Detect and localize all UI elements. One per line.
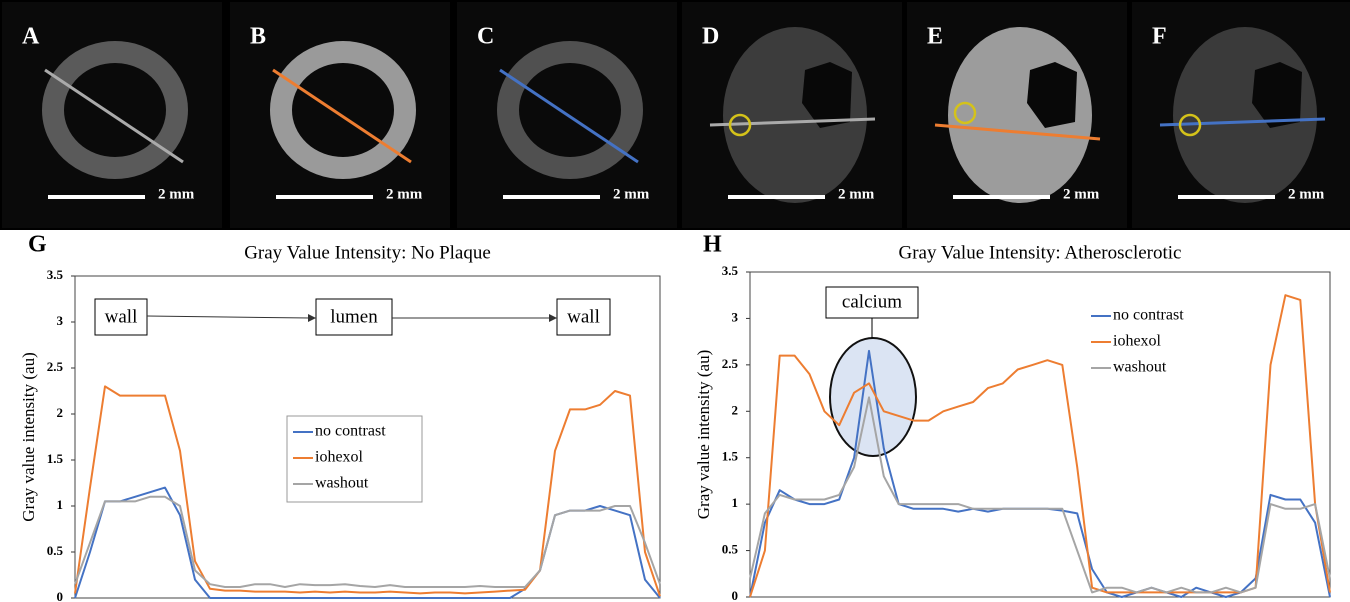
- arrow: [146, 315, 311, 319]
- panel-label: A: [22, 24, 40, 50]
- y-tick-label: 1: [57, 497, 64, 512]
- scale-label: 2 mm: [1288, 186, 1325, 202]
- legend-label: washout: [1113, 359, 1167, 376]
- legend-label: washout: [315, 475, 369, 492]
- y-tick-label: 2.5: [47, 359, 64, 374]
- y-tick-label: 0.5: [47, 543, 64, 558]
- panel-label: B: [250, 24, 266, 50]
- lumen: [802, 62, 852, 128]
- y-tick-label: 3.5: [47, 267, 64, 282]
- arrowhead: [308, 314, 316, 322]
- y-axis-label: Gray value intensity (au): [19, 352, 38, 521]
- y-tick-label: 1.5: [722, 449, 739, 464]
- panel-label: C: [477, 24, 494, 50]
- legend-label: no contrast: [315, 423, 386, 440]
- calcium-region: [829, 337, 917, 457]
- y-tick-label: 2: [57, 405, 64, 420]
- scale-label: 2 mm: [1063, 186, 1100, 202]
- y-tick-label: 1: [732, 495, 739, 510]
- annotation: calcium: [842, 291, 902, 312]
- y-tick-label: 0: [732, 588, 739, 602]
- annotation-box: [315, 298, 393, 336]
- annotation: wall: [567, 306, 600, 327]
- plaque-marker: [728, 113, 752, 137]
- chart-label: G: [28, 232, 47, 258]
- profile-line: [709, 117, 876, 127]
- annotation: lumen: [330, 306, 378, 327]
- chart-title: Gray Value Intensity: Atherosclerotic: [899, 242, 1182, 263]
- lumen: [1027, 62, 1077, 128]
- profile-line: [44, 68, 184, 164]
- annotation-box: [825, 286, 919, 319]
- annotation-box: [556, 298, 611, 336]
- panel-label: E: [927, 24, 943, 50]
- annotation: wall: [105, 306, 138, 327]
- y-tick-label: 0.5: [722, 542, 739, 557]
- y-tick-label: 3.5: [722, 263, 739, 278]
- chart-label: H: [703, 232, 722, 258]
- profile-line: [1159, 117, 1326, 127]
- scale-label: 2 mm: [158, 186, 195, 202]
- y-tick-label: 2: [732, 402, 739, 417]
- series-line: [74, 486, 661, 599]
- legend-label: iohexol: [315, 449, 364, 466]
- profile-line: [934, 123, 1101, 141]
- scale-label: 2 mm: [838, 186, 875, 202]
- chart-title: Gray Value Intensity: No Plaque: [244, 242, 491, 263]
- plaque-marker: [1178, 113, 1202, 137]
- vessel-wall: [497, 41, 643, 179]
- y-tick-label: 1.5: [47, 451, 64, 466]
- vessel-wall: [270, 41, 416, 179]
- series-line: [749, 396, 1331, 594]
- y-tick-label: 0: [57, 589, 64, 602]
- series-line: [74, 495, 661, 588]
- panel-label: F: [1152, 24, 1167, 50]
- series-line: [749, 294, 1331, 598]
- scale-label: 2 mm: [386, 186, 423, 202]
- y-tick-label: 3: [57, 313, 64, 328]
- lumen: [1252, 62, 1302, 128]
- profile-line: [499, 68, 639, 164]
- y-tick-label: 2.5: [722, 356, 739, 371]
- arrowhead: [549, 314, 557, 322]
- profile-line: [272, 68, 412, 164]
- legend-label: iohexol: [1113, 333, 1162, 350]
- series-line: [74, 385, 661, 597]
- scale-label: 2 mm: [613, 186, 650, 202]
- annotation-box: [94, 298, 148, 336]
- plot-frame: [749, 271, 1331, 598]
- legend-label: no contrast: [1113, 307, 1184, 324]
- panel-label: D: [702, 24, 719, 50]
- vessel-wall: [42, 41, 188, 179]
- y-axis-label: Gray value intensity (au): [694, 350, 713, 519]
- y-tick-label: 3: [732, 309, 739, 324]
- plaque-marker: [953, 101, 977, 125]
